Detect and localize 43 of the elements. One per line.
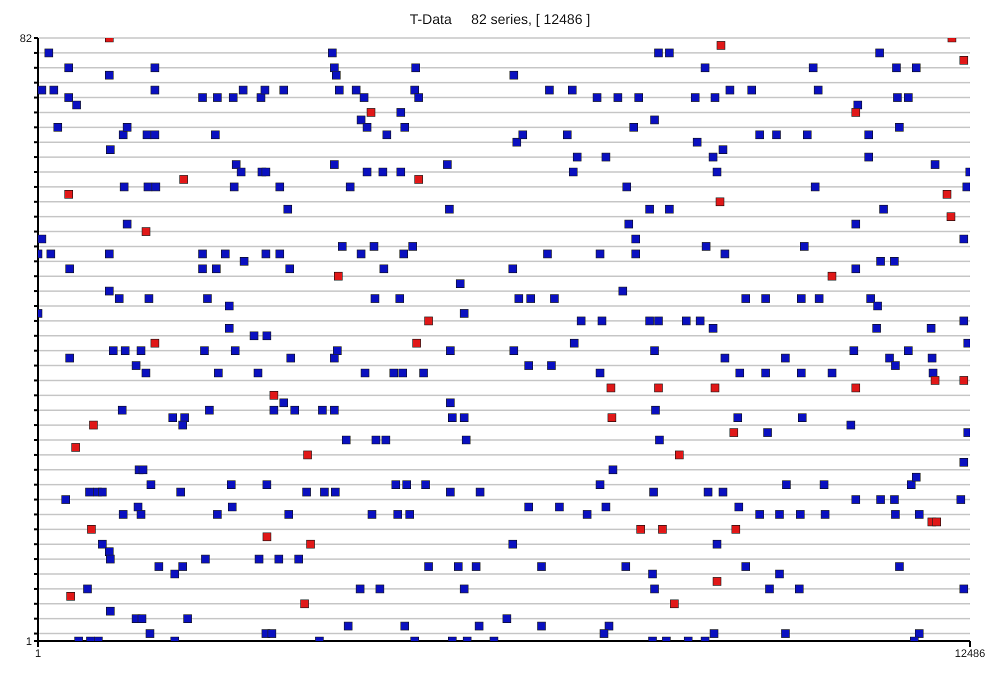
point [412, 338, 421, 348]
point [71, 443, 80, 452]
point [303, 450, 312, 460]
point [64, 190, 73, 199]
point [675, 450, 684, 460]
point [142, 227, 150, 236]
point [712, 577, 722, 586]
point [732, 525, 740, 534]
point [366, 108, 376, 117]
y-tick-label: 82 [20, 32, 32, 45]
point [270, 391, 278, 400]
point [932, 518, 942, 526]
point [960, 56, 968, 65]
point [730, 428, 738, 437]
point [670, 599, 679, 608]
point [414, 175, 423, 184]
point [608, 413, 616, 422]
point [636, 525, 645, 534]
x-tick-label: 12486 [954, 648, 986, 660]
point [66, 592, 75, 601]
point [716, 41, 726, 50]
point [942, 190, 952, 199]
chart-title: T-Data 82 series, [ 12486 ] [408, 10, 592, 29]
point [424, 316, 433, 326]
point [306, 540, 315, 549]
point [606, 384, 616, 392]
point [262, 532, 272, 542]
point [828, 272, 836, 281]
point [654, 384, 663, 392]
point [710, 384, 720, 392]
point [946, 212, 956, 221]
point [960, 376, 968, 385]
point [658, 525, 667, 534]
point [300, 599, 309, 608]
point [89, 420, 98, 430]
point [150, 338, 160, 348]
point [930, 376, 940, 385]
point [851, 108, 860, 117]
point [179, 175, 188, 184]
point [716, 197, 724, 206]
point [334, 272, 343, 281]
point [87, 525, 96, 534]
point [851, 384, 860, 392]
